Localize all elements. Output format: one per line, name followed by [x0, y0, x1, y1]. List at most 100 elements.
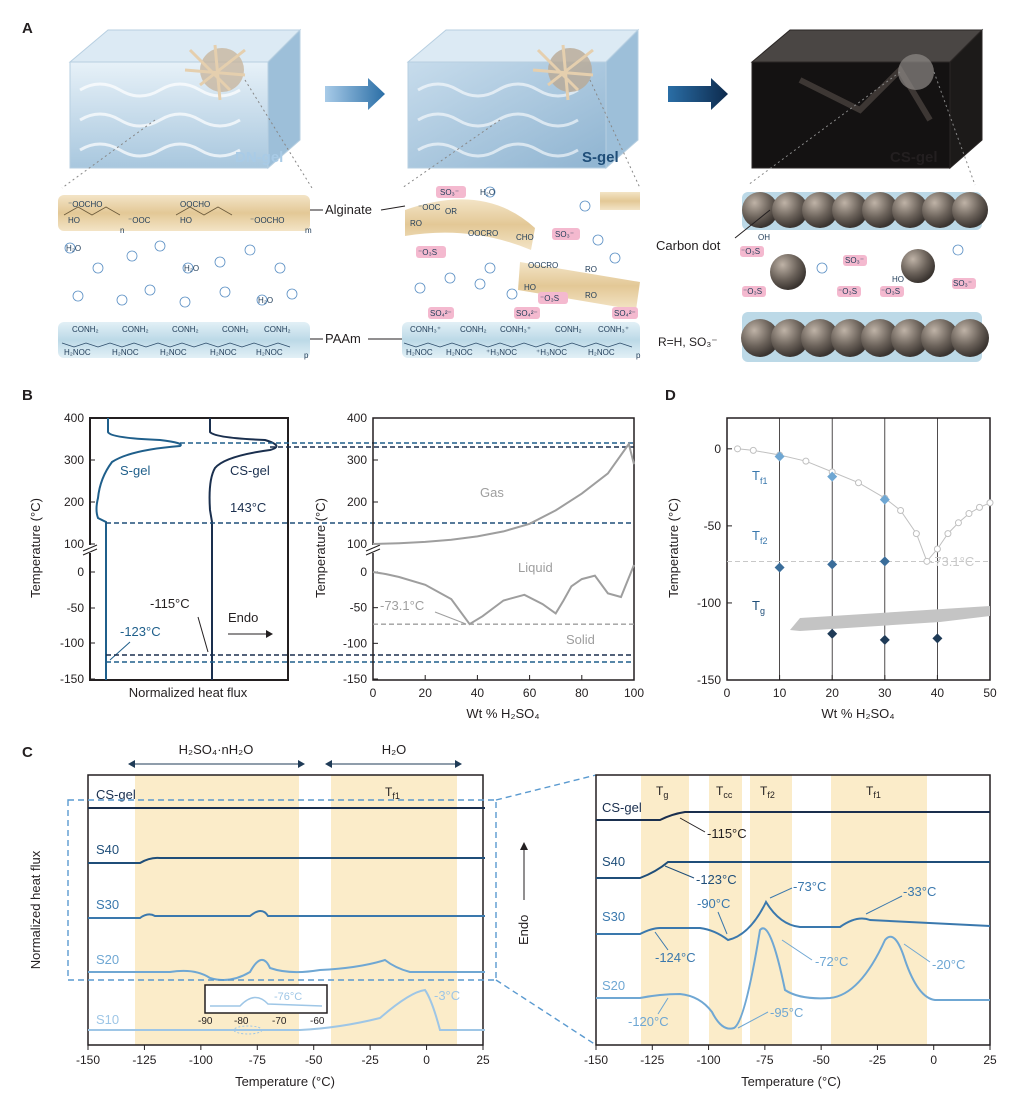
zoom-lines	[61, 71, 976, 189]
panel-d: 0 10 20 30 40 50 0 -50 -100 -150 Temperature (°C)…	[666, 417, 997, 721]
data-point-tf2	[827, 559, 838, 570]
carbon-dot-ball	[831, 319, 869, 357]
x-tick-label: -100	[189, 1053, 213, 1067]
panel-b-letter: B	[22, 387, 33, 404]
tcc-band-label: Tcc	[716, 784, 733, 800]
y-tick-label: 100	[347, 537, 367, 551]
y-tick-label: -150	[343, 672, 367, 686]
reference-point	[749, 446, 757, 454]
tf1-label: Tf1	[752, 468, 767, 486]
gas-region-label: Gas	[480, 485, 504, 500]
reference-curve	[737, 448, 991, 563]
x-axis-label: Normalized heat flux	[129, 685, 248, 700]
chem-text: ⁻O₃S	[741, 247, 760, 256]
inset-tick: -60	[310, 1016, 325, 1027]
chem-text: ⁻O₃S	[418, 248, 437, 257]
cs-gel-schematic: ⁻O₃S SO₃⁻ ⁻O₃S ⁻O₃S ⁻O₃S SO₃⁻ OH HO	[740, 188, 989, 370]
leader-line	[664, 865, 695, 879]
water-text: H₂O	[184, 264, 199, 273]
water-text: H₂O	[66, 244, 81, 253]
chem-text: CHO	[516, 233, 534, 242]
chem-text: H₂NOC	[210, 348, 237, 357]
x-tick-label: -75	[756, 1053, 774, 1067]
annotation-20: -20°C	[932, 957, 965, 972]
chem-text: ⁻O₃S	[540, 294, 559, 303]
alginate-label: Alginate	[325, 202, 372, 217]
leader-line	[769, 887, 793, 899]
carbon-dot-ball	[892, 192, 928, 228]
chem-text: HO	[892, 275, 904, 284]
s10-label: S10	[96, 1012, 119, 1027]
x-tick-label: 20	[826, 686, 840, 700]
annotation-3: -3°C	[434, 988, 460, 1003]
cs-gel-label: CS-gel	[890, 149, 938, 166]
data-point-tf1	[827, 471, 838, 482]
chem-text: ⁻O₃S	[743, 287, 762, 296]
chem-text: RO	[410, 219, 422, 228]
reference-point	[986, 499, 994, 507]
x-tick-label: 30	[878, 686, 892, 700]
x-tick-label: -125	[640, 1053, 664, 1067]
chem-text: CONH₂	[555, 325, 582, 334]
chem-text: H₂NOC	[588, 348, 615, 357]
tf1-band-label: Tf1	[385, 785, 400, 801]
chem-text: CONH₂	[172, 325, 199, 334]
s10-curve	[88, 988, 485, 1031]
x-tick-label: 100	[624, 686, 644, 700]
chem-text: m	[305, 226, 312, 235]
chem-text: H₂NOC	[160, 348, 187, 357]
data-point-tg	[879, 634, 890, 645]
s20-curve	[596, 927, 990, 1030]
leader-line	[781, 939, 813, 961]
leader-line	[737, 1011, 769, 1029]
chem-text: SO₃⁻	[555, 230, 574, 239]
carbon-dot-label: Carbon dot	[656, 238, 721, 253]
solid-region-label: Solid	[566, 632, 595, 647]
tf2-band-label: Tf2	[760, 784, 775, 800]
y-tick-label: -100	[343, 636, 367, 650]
reference-point	[965, 510, 973, 518]
annotation-115: -115°C	[150, 596, 190, 611]
chem-text: OOCRO	[468, 229, 498, 238]
annotation-143: 143°C	[230, 500, 266, 515]
leader-line	[109, 641, 131, 661]
annotation-73: -73.1°C	[930, 554, 974, 569]
carbon-dot-ball	[952, 192, 988, 228]
endo-label: Endo	[516, 915, 531, 945]
x-tick-label: 40	[471, 686, 485, 700]
leader-line	[679, 817, 706, 833]
annotation-73: -73°C	[793, 879, 826, 894]
chem-text: H₂NOC	[112, 348, 139, 357]
water-text: H₂O	[480, 188, 495, 197]
chem-text: CONH₃⁺	[500, 325, 531, 334]
x-tick-label: -50	[812, 1053, 830, 1067]
y-tick-label: 0	[360, 565, 367, 579]
panel-d-letter: D	[665, 387, 676, 404]
y-axis-label: Temperature (°C)	[666, 498, 681, 598]
x-axis-label: Wt % H₂SO₄	[466, 706, 539, 721]
data-point-tf1	[879, 494, 890, 505]
reference-point	[734, 445, 742, 453]
chem-text: SO₃⁻	[440, 188, 459, 197]
leader-line	[197, 616, 209, 653]
chem-text: ⁻OOC	[418, 203, 441, 212]
inset-tick: -90	[198, 1016, 213, 1027]
y-tick-label: -150	[60, 672, 84, 686]
s40-curve	[596, 861, 990, 879]
reference-point	[897, 506, 905, 514]
s30-label: S30	[96, 897, 119, 912]
carbon-dot-ball	[741, 319, 779, 357]
h2so4-label: H₂SO₄·nH₂O	[179, 742, 254, 757]
carbon-dot-ball	[802, 192, 838, 228]
x-tick-label: 25	[983, 1053, 997, 1067]
cs-gel-curve	[208, 418, 278, 680]
annotation-76: -76°C	[274, 991, 302, 1003]
carbon-dot-ball	[742, 192, 778, 228]
cs-gel-label: CS-gel	[230, 463, 270, 478]
y-tick-label: 200	[64, 495, 84, 509]
carbon-dot-ball	[862, 192, 898, 228]
cs-gel-label: CS-gel	[96, 787, 136, 802]
annotation-124: -124°C	[655, 950, 696, 965]
s-gel-label: S-gel	[120, 463, 150, 478]
